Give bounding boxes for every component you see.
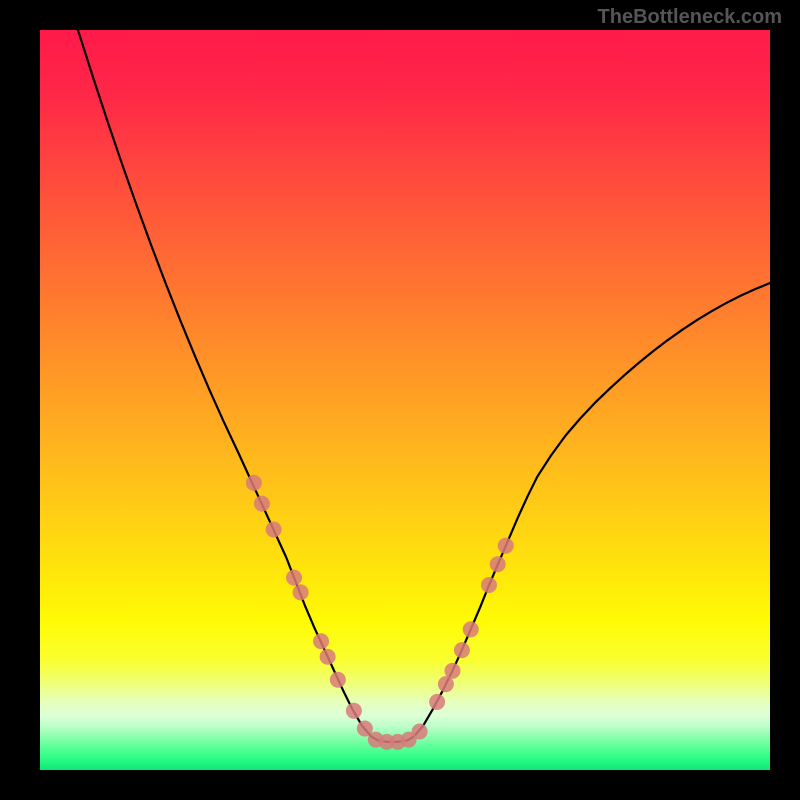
data-marker	[330, 672, 346, 688]
data-marker	[286, 570, 302, 586]
data-marker	[498, 538, 514, 554]
data-marker	[254, 496, 270, 512]
data-marker	[313, 633, 329, 649]
data-marker	[481, 577, 497, 593]
data-marker	[293, 584, 309, 600]
chart-background	[40, 30, 770, 770]
data-marker	[412, 724, 428, 740]
data-marker	[346, 703, 362, 719]
watermark-text: TheBottleneck.com	[598, 6, 782, 29]
plot-area	[40, 30, 770, 770]
chart-svg	[40, 30, 770, 770]
data-marker	[444, 663, 460, 679]
data-marker	[463, 621, 479, 637]
data-marker	[266, 522, 282, 538]
data-marker	[320, 649, 336, 665]
data-marker	[490, 556, 506, 572]
data-marker	[246, 475, 262, 491]
data-marker	[454, 642, 470, 658]
data-marker	[429, 694, 445, 710]
